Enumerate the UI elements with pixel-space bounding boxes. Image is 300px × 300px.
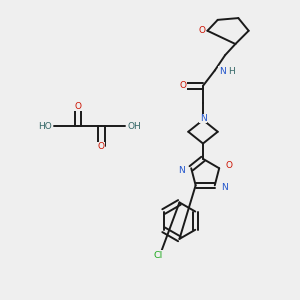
Text: O: O bbox=[74, 102, 81, 111]
Text: N: N bbox=[178, 166, 185, 175]
Text: N: N bbox=[219, 67, 226, 76]
Text: O: O bbox=[199, 26, 206, 35]
Text: Cl: Cl bbox=[154, 251, 163, 260]
Text: O: O bbox=[179, 81, 187, 90]
Text: O: O bbox=[98, 142, 105, 151]
Text: N: N bbox=[221, 183, 228, 192]
Text: N: N bbox=[200, 114, 206, 123]
Text: HO: HO bbox=[38, 122, 52, 131]
Text: O: O bbox=[226, 161, 233, 170]
Text: OH: OH bbox=[127, 122, 141, 131]
Text: H: H bbox=[228, 67, 235, 76]
